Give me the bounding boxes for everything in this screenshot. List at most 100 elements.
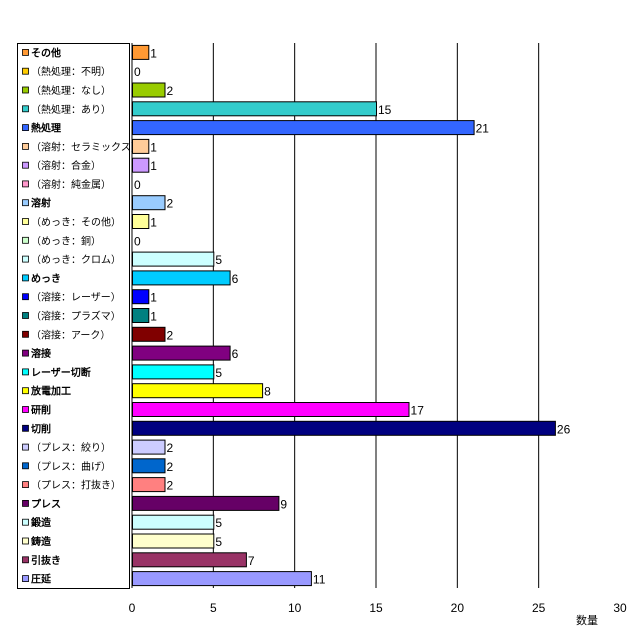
bar-25: [132, 514, 215, 530]
legend-swatch-7: [22, 180, 29, 188]
value-label-4: 21: [476, 122, 490, 136]
value-label-1: 0: [134, 65, 141, 79]
value-label-24: 9: [280, 497, 287, 511]
bar-20: [132, 420, 556, 436]
x-tick-label-10: 10: [288, 601, 302, 615]
legend-swatch-14: [22, 312, 29, 319]
legend-label-26: 鋳造: [30, 535, 52, 548]
bar-24: [132, 495, 280, 511]
value-label-6: 1: [150, 159, 157, 173]
value-label-12: 6: [232, 272, 239, 286]
legend-swatch-15: [22, 330, 29, 338]
legend-label-19: 研削: [31, 404, 51, 417]
bar-13: [132, 289, 150, 305]
legend-swatch-23: [22, 481, 29, 489]
value-label-19: 17: [411, 404, 425, 418]
legend-swatch-2: [22, 86, 29, 94]
value-label-27: 7: [248, 554, 255, 568]
legend-box: [17, 43, 130, 589]
legend-label-12: めっき: [31, 273, 61, 285]
bar-28: [132, 571, 312, 587]
legend-swatch-16: [22, 349, 29, 357]
value-label-15: 2: [167, 328, 174, 342]
legend-label-15: （溶接：アーク）: [31, 328, 110, 341]
value-label-18: 8: [264, 385, 271, 399]
value-label-7: 0: [134, 178, 141, 192]
legend-label-25: 鍛造: [30, 516, 52, 529]
value-label-21: 2: [167, 441, 174, 455]
value-label-8: 2: [167, 197, 174, 211]
value-label-28: 11: [313, 573, 326, 587]
x-tick-label-25: 25: [532, 601, 546, 615]
legend: その他 （熱処理：不明） （熱処理：なし） （熱処理：あり） 熱処理 （溶射：セラミックス…: [17, 43, 141, 589]
bar-27: [132, 552, 247, 568]
x-tick-label-30: 30: [613, 601, 627, 615]
legend-swatch-24: [22, 499, 29, 507]
bar-6: [132, 157, 150, 173]
value-label-25: 5: [215, 516, 222, 530]
legend-swatch-13: [22, 293, 29, 301]
value-label-20: 26: [557, 422, 571, 436]
value-label-2: 2: [167, 84, 174, 98]
bar-26: [132, 533, 215, 549]
legend-swatch-11: [22, 255, 29, 263]
legend-label-18: 放電加工: [30, 385, 71, 398]
bar-23: [132, 477, 166, 493]
x-tick-label-15: 15: [369, 601, 383, 615]
bar-11: [132, 251, 215, 267]
legend-swatch-25: [22, 518, 29, 526]
legend-label-7: （溶射：純金属）: [31, 178, 111, 191]
bar-22: [132, 458, 166, 474]
value-label-14: 1: [150, 310, 157, 324]
legend-swatch-4: [22, 124, 29, 131]
legend-label-13: （溶接：レーザー）: [31, 291, 121, 304]
legend-label-9: （めっき：その他）: [31, 216, 121, 229]
x-tick-label-0: 0: [129, 601, 136, 615]
value-label-0: 1: [150, 46, 157, 60]
legend-swatch-5: [22, 142, 29, 150]
legend-label-24: プレス: [31, 497, 61, 510]
legend-swatch-27: [22, 556, 29, 564]
value-label-3: 15: [378, 103, 392, 117]
legend-swatch-3: [22, 105, 29, 113]
value-label-16: 6: [232, 347, 239, 361]
legend-swatch-6: [22, 161, 29, 169]
bar-3: [132, 101, 377, 117]
bar-2: [132, 82, 166, 98]
bar-4: [132, 120, 475, 136]
bar-18: [132, 383, 264, 399]
legend-label-14: （溶接：プラズマ）: [31, 310, 121, 323]
x-tick-label-20: 20: [451, 601, 465, 615]
legend-swatch-21: [22, 443, 29, 451]
legend-swatch-26: [22, 537, 29, 545]
legend-label-0: その他: [31, 46, 61, 59]
legend-label-8: 溶射: [31, 197, 51, 210]
legend-label-20: 切削: [31, 422, 51, 435]
bar-5: [132, 138, 150, 154]
legend-label-3: （熱処理：あり）: [31, 103, 111, 116]
x-tick-label-5: 5: [210, 601, 217, 615]
legend-swatch-9: [22, 218, 29, 225]
legend-swatch-18: [22, 387, 29, 395]
value-label-9: 1: [150, 216, 157, 230]
legend-label-10: （めっき：銅）: [31, 234, 101, 247]
legend-label-17: レーザー切断: [31, 366, 91, 379]
legend-swatch-8: [22, 199, 29, 207]
bar-15: [132, 326, 166, 342]
bar-17: [132, 364, 215, 380]
legend-swatch-10: [22, 236, 29, 244]
legend-label-6: （溶射：合金）: [31, 159, 101, 172]
legend-swatch-20: [22, 424, 29, 432]
value-label-10: 0: [134, 234, 141, 248]
legend-swatch-22: [22, 462, 29, 470]
bar-19: [132, 402, 410, 417]
legend-label-23: （プレス：打抜き）: [31, 479, 121, 492]
bar-9: [132, 214, 150, 229]
value-label-22: 2: [167, 460, 174, 474]
value-label-17: 5: [215, 366, 222, 380]
bar-0: [132, 44, 150, 60]
legend-label-11: （めっき：クロム）: [31, 254, 121, 266]
legend-swatch-28: [22, 575, 29, 582]
